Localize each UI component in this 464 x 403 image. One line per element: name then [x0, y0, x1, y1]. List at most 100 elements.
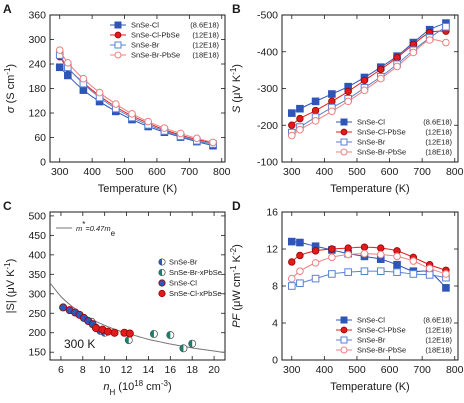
y-axis-title-part: K	[231, 254, 243, 265]
panel-c: C 6 8 10 12 14 16 18 20 150 200 250 300 350 400 450 500 n…	[3, 199, 226, 397]
y-tick-label: 300	[28, 288, 46, 300]
x-axis-title-part: 18	[134, 379, 143, 388]
y-tick-label: 180	[28, 83, 46, 95]
panel-b: B 300 400 500 600 700 800 -100 -200 -300 -400 -500 T…	[229, 2, 464, 195]
data-point	[360, 249, 369, 258]
x-tick-label: 20	[208, 364, 220, 376]
data-point	[287, 237, 296, 246]
plot-frame	[49, 211, 226, 361]
data-point	[287, 131, 296, 140]
data-point	[376, 74, 385, 83]
data-point	[79, 86, 88, 94]
data-point	[409, 257, 418, 265]
legend-label: SnSe-Cl-PbSe	[131, 31, 180, 40]
x-tick-label: 700	[413, 166, 431, 178]
data-point	[376, 267, 385, 275]
y-tick-label: 350	[28, 269, 46, 281]
x-tick-label: 8	[80, 364, 86, 376]
y-axis-title: |S| (μV K-1)	[3, 259, 18, 314]
data-point	[393, 268, 401, 276]
y-tick-label: 150	[28, 347, 46, 359]
legend-carrier: (12E18)	[425, 128, 452, 137]
legend-label: SnSe-Cl	[131, 21, 159, 30]
y-tick-label: -100	[257, 157, 278, 169]
legend-carrier: (18E18)	[425, 148, 452, 157]
data-point-snse-br-xpbse-half	[150, 330, 154, 338]
y-tick-label: 300	[28, 34, 46, 46]
plot-area	[287, 19, 450, 140]
legend-marker	[340, 138, 348, 146]
temperature-annotation: 300 K	[64, 337, 95, 351]
y-tick-label: 4	[272, 318, 278, 330]
data-point-snse-cl-xpbse	[110, 328, 119, 337]
curve-legend-label-part: *	[82, 220, 85, 229]
legend-marker-half	[158, 258, 162, 266]
data-point	[296, 114, 304, 123]
legend-label: SnSe-Cl	[357, 118, 385, 127]
y-tick-label: 500	[28, 210, 46, 222]
data-point	[288, 121, 296, 129]
legend-marker	[340, 118, 348, 126]
y-tick-label: -500	[257, 10, 278, 22]
data-point	[287, 282, 296, 290]
x-axis-title-part: )	[168, 381, 172, 393]
legend-marker	[114, 51, 122, 59]
y-tick-label: 250	[28, 308, 46, 320]
data-point	[377, 65, 385, 74]
x-tick-label: 400	[83, 166, 101, 178]
data-point	[360, 243, 369, 251]
data-point	[344, 97, 352, 106]
data-point	[296, 125, 304, 134]
legend-marker	[158, 279, 166, 287]
legend-carrier: (12E18)	[192, 31, 219, 40]
x-tick-label: 700	[181, 166, 199, 178]
data-point	[393, 62, 401, 71]
x-tick-label: 400	[316, 166, 334, 178]
x-tick-label: 300	[283, 364, 301, 376]
x-tick-label: 12	[121, 364, 133, 376]
data-point	[442, 284, 450, 292]
data-point	[393, 260, 401, 269]
x-tick-label: 6	[58, 364, 64, 376]
x-axis-title-part: Temperature (K)	[330, 183, 409, 195]
y-tick-label: 200	[28, 327, 46, 339]
data-point	[79, 74, 88, 83]
y-axis-title-part: |S| (μV K	[5, 269, 17, 314]
x-tick-label: 700	[413, 364, 431, 376]
data-point	[360, 86, 369, 95]
x-axis-title: Temperature (K)	[330, 183, 409, 195]
legend-marker	[114, 41, 122, 49]
data-point	[176, 129, 185, 138]
y-tick-label: 360	[28, 10, 46, 22]
legend-carrier: (8.6E18)	[190, 21, 219, 30]
x-axis-title-part: cm	[143, 381, 161, 393]
x-axis-title-part: H	[109, 388, 115, 397]
data-point-snse-br-xpbse-half	[125, 336, 129, 344]
legend-label: SnSe-Cl-PbSe	[357, 128, 406, 137]
y-axis-title-part: S	[231, 105, 243, 113]
curve-legend-label-part: m	[76, 224, 82, 233]
legend-label: SnSe-Br	[357, 138, 386, 147]
data-point	[425, 36, 434, 44]
data-point	[393, 53, 401, 62]
data-point	[311, 117, 320, 125]
legend-marker	[114, 21, 122, 29]
x-tick-label: 600	[148, 166, 166, 178]
data-point	[311, 97, 320, 106]
y-axis-title-part: PF	[231, 312, 243, 327]
data-point-snse-br-xpbse-half	[179, 344, 184, 352]
legend-marker	[114, 31, 122, 39]
y-tick-label: -300	[257, 83, 278, 95]
y-tick-label: -200	[257, 120, 278, 132]
data-point	[328, 97, 336, 106]
y-tick-label: 8	[272, 281, 278, 293]
legend-label: SnSe-Cl-PbSe	[357, 326, 406, 335]
y-axis-title-part: )	[231, 64, 243, 68]
y-axis-title-part: (μV K	[231, 74, 243, 105]
x-tick-label: 500	[348, 166, 366, 178]
series-line	[59, 49, 214, 143]
x-tick-label: 500	[348, 364, 366, 376]
series-line	[59, 54, 214, 145]
data-point	[442, 22, 450, 31]
legend-carrier: (12E18)	[425, 336, 452, 345]
